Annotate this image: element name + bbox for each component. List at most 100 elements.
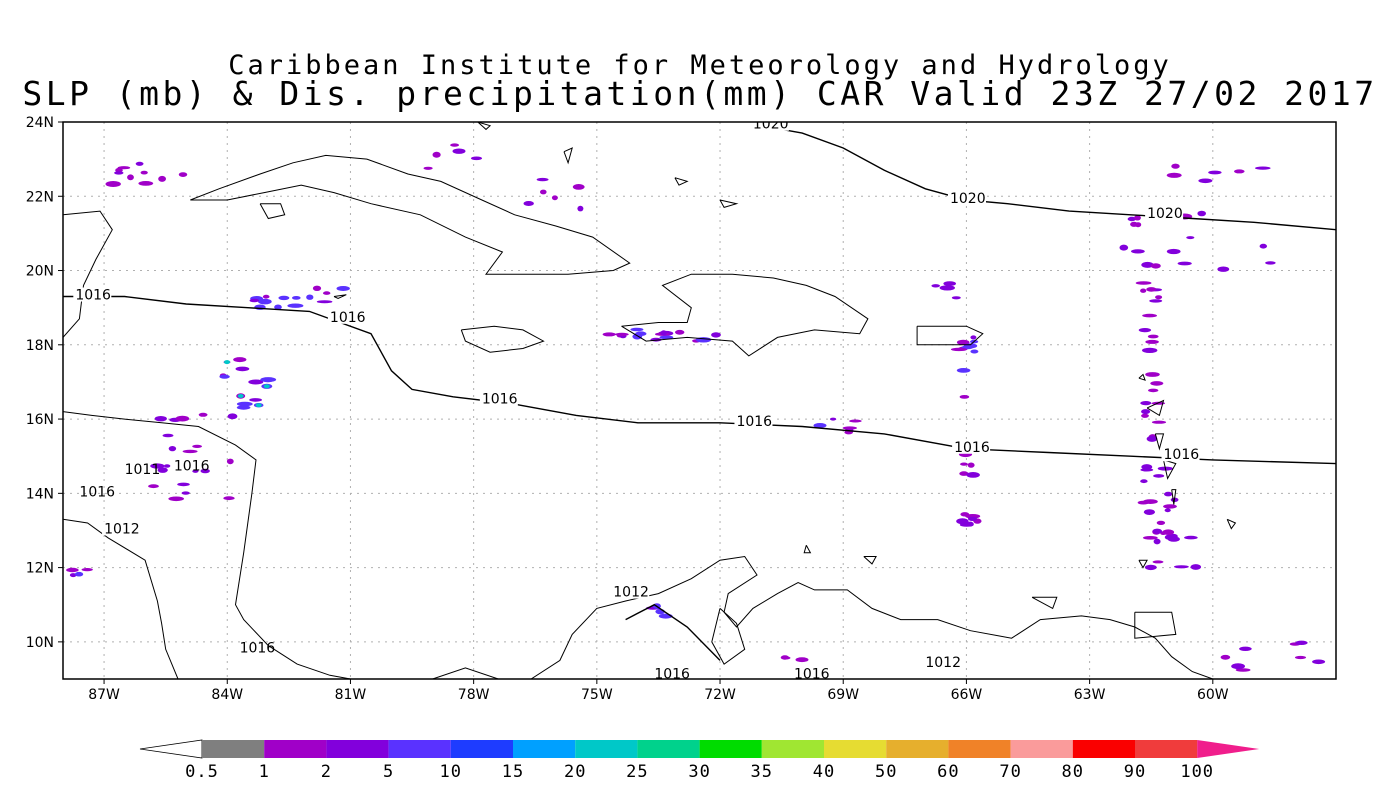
precip-cell: [423, 166, 433, 170]
precip-cell: [223, 496, 235, 501]
precip-cell: [1197, 210, 1206, 217]
precip-cell: [135, 161, 144, 166]
precip-cell: [323, 291, 331, 295]
precip-cell: [168, 496, 184, 502]
precip-cell: [1234, 169, 1245, 174]
isobar-label: 1012: [613, 585, 649, 601]
precip-cell: [233, 357, 247, 363]
lat-tick-label: 10N: [26, 635, 54, 651]
precip-cell: [602, 332, 616, 337]
precip-cell: [432, 151, 441, 158]
precip-core: [237, 394, 244, 398]
precip-cell: [81, 568, 93, 572]
colorbar-swatch: [886, 740, 949, 758]
precip-cell: [842, 426, 857, 430]
precip-cell: [452, 148, 466, 154]
lat-tick-label: 16N: [26, 412, 54, 428]
colorbar-label: 80: [1062, 762, 1084, 782]
isobar-label-bg: [1161, 447, 1200, 462]
precip-cell: [1184, 535, 1198, 540]
precip-cell: [1171, 163, 1180, 169]
precip-cell: [1150, 263, 1161, 269]
isobar-label: 1016: [482, 392, 518, 408]
colorbar-swatch: [948, 740, 1011, 758]
precip-cell: [675, 329, 685, 335]
precip-cell: [1190, 564, 1202, 570]
precip-cell: [140, 170, 148, 175]
precip-cell: [830, 417, 837, 421]
precip-cell: [615, 332, 629, 336]
precip-cell: [1163, 504, 1177, 509]
precip-cell: [951, 296, 961, 300]
coastline: [1031, 596, 1058, 610]
precip-cell: [970, 335, 977, 340]
lat-tick-label: 20N: [26, 264, 54, 280]
colorbar-label: 25: [626, 762, 648, 782]
precip-cell: [1138, 328, 1152, 333]
precip-cell: [943, 281, 956, 286]
precip-cell: [1255, 166, 1271, 170]
precip-cell: [1145, 339, 1159, 344]
coastline: [563, 147, 573, 165]
isobar-label-bg: [611, 584, 650, 599]
coastline: [477, 122, 492, 131]
colorbar-label: 90: [1124, 762, 1146, 782]
precip-cell: [1164, 508, 1171, 513]
precip-cell: [1152, 528, 1163, 534]
isobar-1020: [760, 125, 1336, 231]
precip-cell: [1141, 413, 1149, 418]
coastline: [1226, 518, 1237, 530]
precip-cell: [1162, 529, 1175, 535]
precip-cell: [74, 571, 84, 577]
precip-cell: [849, 419, 862, 423]
precip-core: [255, 403, 262, 408]
precip-cell: [138, 181, 154, 186]
precip-cell: [813, 423, 827, 428]
precip-cell: [158, 175, 167, 182]
precip-cell: [306, 294, 314, 300]
precip-cell: [577, 205, 584, 212]
colorbar-swatch: [450, 740, 513, 758]
precip-cell: [960, 462, 968, 466]
precip-cell: [1166, 172, 1182, 178]
colorbar-max-arrow: [1197, 740, 1260, 758]
isobar-label-bg: [947, 190, 986, 205]
isobar-label: 1016: [174, 458, 210, 474]
precip-cell: [523, 201, 534, 206]
precip-cell: [262, 294, 270, 299]
precip-cell: [540, 189, 547, 195]
precip-cell: [198, 412, 208, 417]
precip-cell: [1151, 420, 1167, 424]
precip-cell: [219, 374, 230, 379]
isobar-label: 1016: [954, 440, 990, 456]
precip-cell: [235, 366, 250, 372]
precip-cell: [1142, 347, 1158, 353]
precip-cell: [1148, 388, 1159, 393]
lat-tick-label: 22N: [26, 189, 54, 205]
isobar-label: 1016: [75, 288, 111, 304]
coastline: [333, 294, 347, 299]
coastline: [1146, 399, 1165, 417]
precip-cell: [1174, 565, 1189, 569]
precip-cell: [1141, 464, 1153, 470]
isobar-label: 1016: [794, 666, 830, 682]
coastline: [1171, 489, 1177, 505]
precip-cell: [1153, 474, 1165, 478]
colorbar-label: 1: [259, 762, 270, 782]
precip-cell: [1295, 640, 1308, 645]
precip-cell: [182, 449, 198, 454]
lon-tick-label: 81W: [335, 687, 367, 703]
coastline: [916, 325, 984, 346]
precip-cell: [939, 285, 955, 291]
precip-cell: [1152, 560, 1164, 564]
precip-cell: [278, 295, 290, 301]
precip-cell: [956, 368, 971, 373]
precip-cell: [1312, 659, 1326, 665]
coastline: [530, 555, 1213, 679]
precip-cell: [1141, 261, 1154, 268]
coastline: [1138, 559, 1148, 569]
colorbar-swatch: [761, 740, 824, 758]
isobar-label-bg: [750, 122, 789, 131]
precip-cell: [967, 462, 975, 468]
precip-cell: [226, 458, 234, 465]
